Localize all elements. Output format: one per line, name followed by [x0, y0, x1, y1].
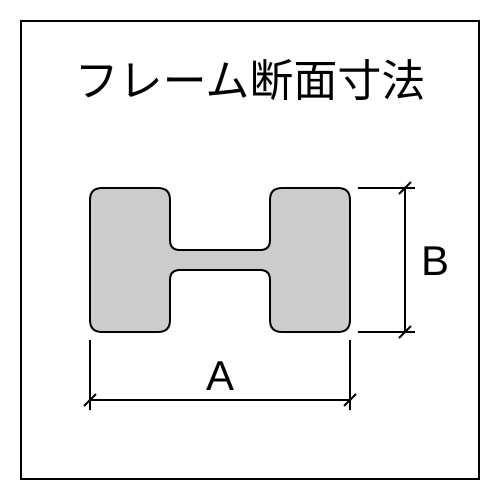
dimension-a: A: [84, 340, 356, 410]
diagram-area: A B: [40, 140, 460, 460]
diagram-title: フレーム断面寸法: [75, 45, 426, 109]
cross-section-svg: A B: [40, 140, 460, 460]
frame-cross-section-shape: [90, 188, 350, 332]
dim-a-label: A: [206, 352, 234, 399]
dimension-b: B: [358, 182, 449, 338]
dim-b-label: B: [421, 237, 449, 284]
diagram-container: フレーム断面寸法 A B: [0, 0, 500, 500]
